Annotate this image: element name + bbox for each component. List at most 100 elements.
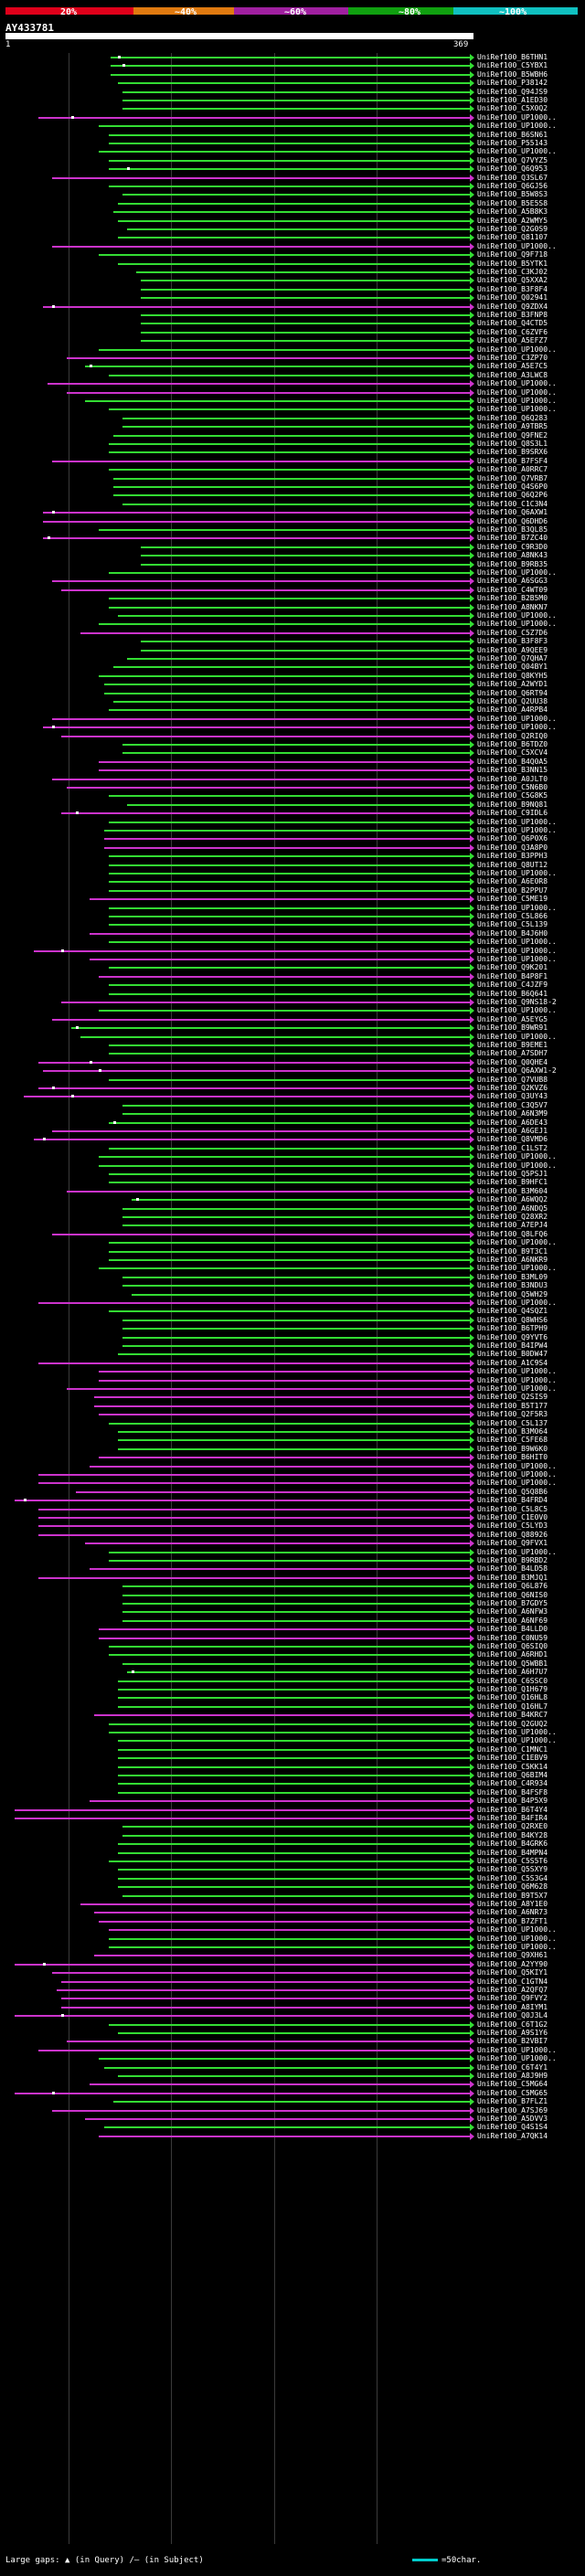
- hit-label[interactable]: UniRef100_B5YTK1: [477, 259, 548, 268]
- hit-row[interactable]: UniRef100_A5E7C5: [0, 362, 585, 371]
- hit-row[interactable]: UniRef100_B4Q0A5: [0, 758, 585, 767]
- hit-row[interactable]: UniRef100_C4JZF9: [0, 981, 585, 990]
- hit-row[interactable]: UniRef100_B4FSF8: [0, 1788, 585, 1797]
- hit-label[interactable]: UniRef100_Q8WHS6: [477, 1315, 548, 1324]
- alignment-bar[interactable]: [94, 1396, 470, 1399]
- hit-label[interactable]: UniRef100_Q16HL7: [477, 1701, 548, 1711]
- alignment-bar[interactable]: [117, 1689, 470, 1691]
- alignment-bar[interactable]: [111, 73, 470, 76]
- hit-row[interactable]: UniRef100_A2QFQ7: [0, 1986, 585, 1995]
- hit-label[interactable]: UniRef100_UP1000..: [477, 405, 557, 414]
- alignment-bar[interactable]: [141, 314, 470, 316]
- hit-row[interactable]: UniRef100_UP1000..: [0, 611, 585, 620]
- hit-row[interactable]: UniRef100_Q02941: [0, 293, 585, 302]
- hit-label[interactable]: UniRef100_Q2F5R3: [477, 1410, 548, 1419]
- hit-label[interactable]: UniRef100_Q4SQZ1: [477, 1307, 548, 1316]
- hit-row[interactable]: UniRef100_UP1000..: [0, 405, 585, 414]
- hit-label[interactable]: UniRef100_B2B5M0: [477, 594, 548, 603]
- hit-row[interactable]: UniRef100_C5MG65: [0, 2089, 585, 2098]
- hit-row[interactable]: UniRef100_UP1000..: [0, 1925, 585, 1935]
- alignment-bar[interactable]: [52, 2109, 470, 2112]
- alignment-bar[interactable]: [112, 477, 470, 480]
- alignment-bar[interactable]: [108, 1242, 470, 1245]
- hit-label[interactable]: UniRef100_C1E0V0: [477, 1513, 548, 1521]
- alignment-bar[interactable]: [122, 1224, 470, 1227]
- hit-row[interactable]: UniRef100_Q5KIY1: [0, 1968, 585, 1977]
- hit-label[interactable]: UniRef100_P38142: [477, 79, 548, 88]
- hit-label[interactable]: UniRef100_B7GDY5: [477, 1599, 548, 1607]
- hit-label[interactable]: UniRef100_UP1000..: [477, 1299, 557, 1307]
- hit-label[interactable]: UniRef100_C6ZVF6: [477, 327, 548, 336]
- hit-row[interactable]: UniRef100_B7GDY5: [0, 1599, 585, 1608]
- hit-row[interactable]: UniRef100_B0DW47: [0, 1350, 585, 1359]
- alignment-bar[interactable]: [117, 1757, 470, 1760]
- hit-row[interactable]: UniRef100_C5XCV4: [0, 748, 585, 758]
- hit-row[interactable]: UniRef100_Q16HL8: [0, 1693, 585, 1702]
- alignment-bar[interactable]: [122, 417, 470, 419]
- alignment-bar[interactable]: [122, 1611, 470, 1614]
- hit-label[interactable]: UniRef100_B9SRX6: [477, 448, 548, 457]
- alignment-bar[interactable]: [132, 1199, 470, 1202]
- hit-label[interactable]: UniRef100_UP1000..: [477, 241, 557, 250]
- hit-label[interactable]: UniRef100_UP1000..: [477, 955, 557, 963]
- hit-label[interactable]: UniRef100_Q6BIM4: [477, 1771, 548, 1779]
- alignment-bar[interactable]: [108, 1946, 470, 1948]
- alignment-bar[interactable]: [24, 1096, 470, 1098]
- alignment-bar[interactable]: [52, 778, 470, 780]
- hit-label[interactable]: UniRef100_B3F8F3: [477, 637, 548, 646]
- alignment-bar[interactable]: [108, 186, 470, 187]
- alignment-bar[interactable]: [108, 451, 470, 454]
- alignment-bar[interactable]: [111, 57, 470, 58]
- hit-row[interactable]: UniRef100_B4MPN4: [0, 1849, 585, 1858]
- hit-label[interactable]: UniRef100_Q94JS9: [477, 87, 548, 96]
- alignment-bar[interactable]: [122, 90, 470, 93]
- alignment-bar[interactable]: [37, 1061, 470, 1064]
- hit-row[interactable]: UniRef100_Q3UY43: [0, 1092, 585, 1101]
- hit-row[interactable]: UniRef100_C1LST2: [0, 1144, 585, 1153]
- alignment-bar[interactable]: [112, 701, 470, 703]
- hit-label[interactable]: UniRef100_Q7VUB8: [477, 1075, 548, 1084]
- alignment-bar[interactable]: [108, 1937, 470, 1940]
- alignment-bar[interactable]: [112, 434, 470, 437]
- hit-row[interactable]: UniRef100_A6DE43: [0, 1118, 585, 1128]
- alignment-bar[interactable]: [122, 752, 470, 755]
- alignment-bar[interactable]: [141, 546, 470, 548]
- alignment-bar[interactable]: [99, 125, 470, 128]
- hit-row[interactable]: UniRef100_Q9NS18-2: [0, 998, 585, 1007]
- hit-row[interactable]: UniRef100_A6WQQ2: [0, 1195, 585, 1204]
- hit-row[interactable]: UniRef100_UP1000..: [0, 2054, 585, 2063]
- hit-row[interactable]: UniRef100_B4KY28: [0, 1831, 585, 1840]
- alignment-bar[interactable]: [122, 1594, 470, 1596]
- hit-label[interactable]: UniRef100_Q4S6P0: [477, 482, 548, 491]
- alignment-bar[interactable]: [122, 426, 470, 429]
- alignment-bar[interactable]: [122, 108, 470, 111]
- alignment-bar[interactable]: [141, 555, 470, 557]
- hit-row[interactable]: UniRef100_Q8LFQ6: [0, 1230, 585, 1239]
- alignment-bar[interactable]: [122, 503, 470, 505]
- hit-row[interactable]: UniRef100_A6H7U7: [0, 1668, 585, 1677]
- hit-row[interactable]: UniRef100_Q4S6P0: [0, 482, 585, 492]
- alignment-bar[interactable]: [117, 1869, 470, 1871]
- alignment-bar[interactable]: [15, 2092, 470, 2094]
- hit-label[interactable]: UniRef100_B0DW47: [477, 1350, 548, 1359]
- alignment-bar[interactable]: [122, 1345, 470, 1347]
- hit-label[interactable]: UniRef100_A6NFW3: [477, 1607, 548, 1617]
- hit-label[interactable]: UniRef100_Q88926: [477, 1530, 548, 1539]
- hit-label[interactable]: UniRef100_A5EYG5: [477, 1014, 548, 1023]
- alignment-bar[interactable]: [99, 151, 470, 154]
- hit-row[interactable]: UniRef100_Q5WH29: [0, 1290, 585, 1299]
- alignment-bar[interactable]: [108, 1422, 470, 1425]
- alignment-bar[interactable]: [42, 512, 470, 514]
- hit-label[interactable]: UniRef100_A6NR73: [477, 1908, 548, 1917]
- hit-label[interactable]: UniRef100_UP1000..: [477, 723, 557, 732]
- hit-row[interactable]: UniRef100_B3ML09: [0, 1273, 585, 1282]
- hit-row[interactable]: UniRef100_A8IYM1: [0, 2003, 585, 2012]
- hit-label[interactable]: UniRef100_UP1000..: [477, 1264, 557, 1273]
- hit-row[interactable]: UniRef100_UP1000..: [0, 1943, 585, 1952]
- hit-row[interactable]: UniRef100_Q0J3L4: [0, 2011, 585, 2020]
- hit-label[interactable]: UniRef100_UP1000..: [477, 817, 557, 826]
- hit-label[interactable]: UniRef100_UP1000..: [477, 112, 557, 122]
- hit-label[interactable]: UniRef100_Q6AXW1-2: [477, 1066, 557, 1076]
- hit-row[interactable]: UniRef100_A4RPB4: [0, 705, 585, 715]
- hit-label[interactable]: UniRef100_Q9XH61: [477, 1951, 548, 1960]
